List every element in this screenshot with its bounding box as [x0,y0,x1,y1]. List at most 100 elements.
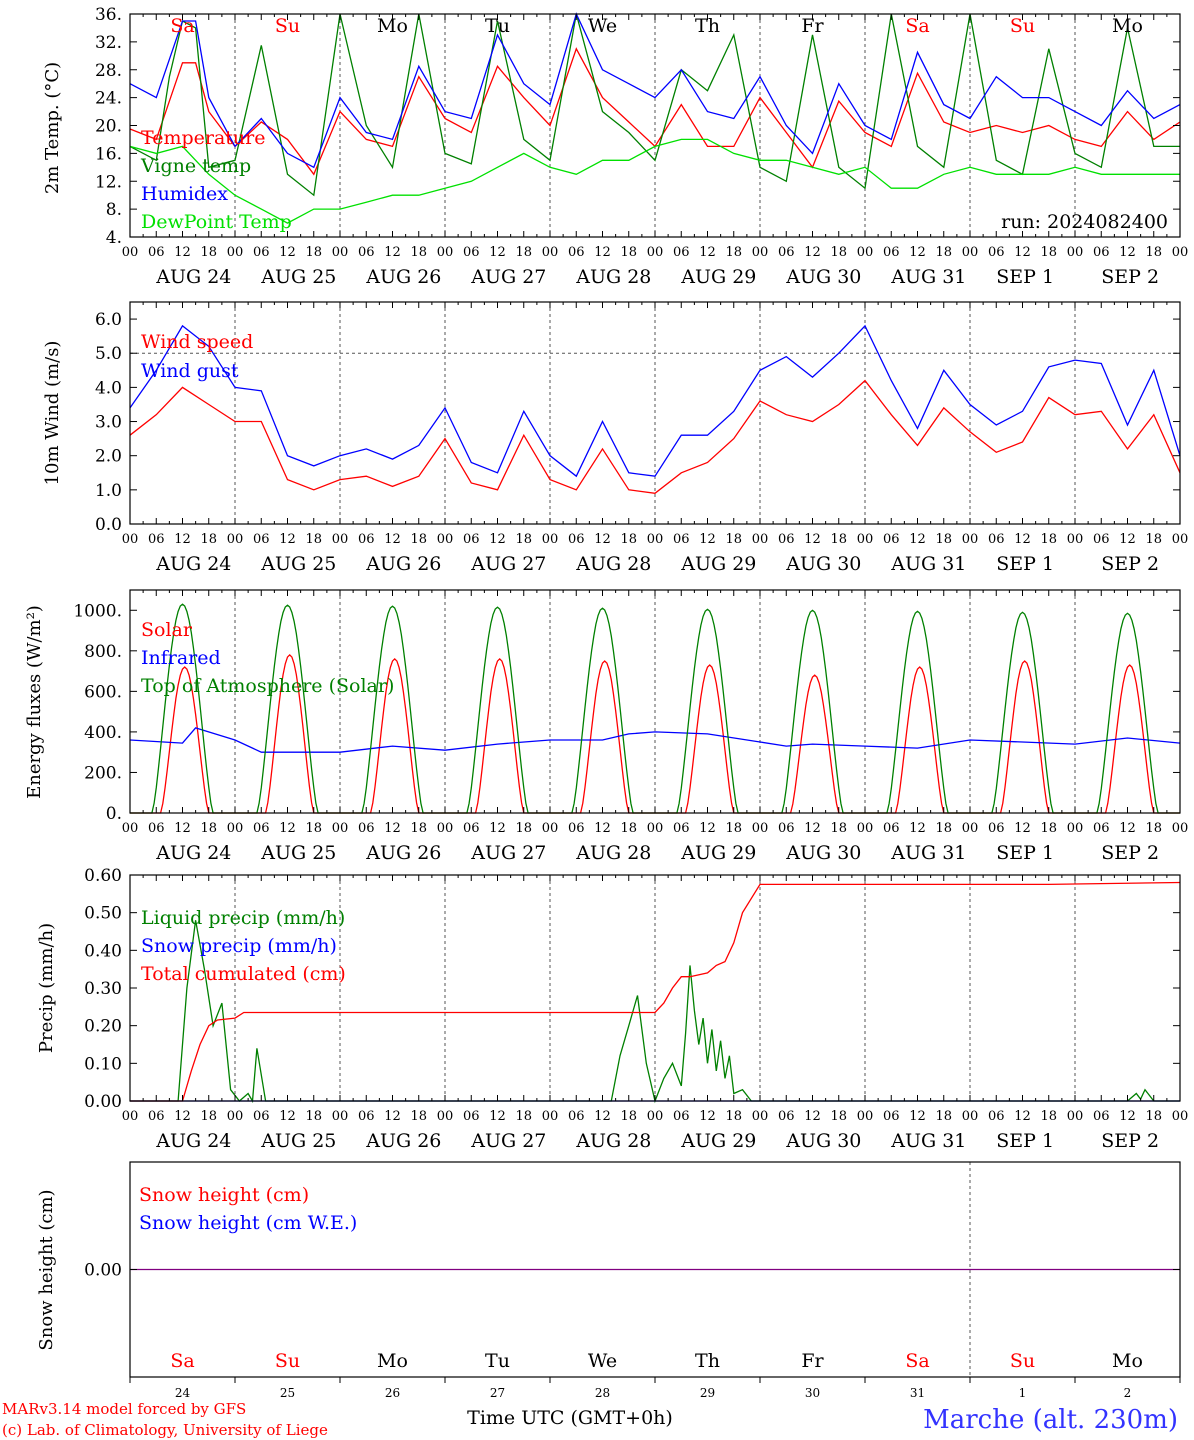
y-tick-label: 0.10 [84,1054,122,1074]
y-tick-label: 0.30 [84,979,122,999]
weekday-label: Tu [485,15,510,37]
weekday-label: Sa [905,15,929,37]
y-tick-label: 24. [95,89,122,109]
hour-tick-label: 06 [1093,821,1110,836]
hour-tick-label: 12 [1119,532,1136,547]
hour-tick-label: 12 [489,532,506,547]
hour-tick-label: 00 [857,1109,874,1124]
date-label: AUG 28 [575,1130,651,1152]
weekday-label: Mo [1112,1350,1143,1372]
hour-tick-label: 12 [279,1109,296,1124]
hour-tick-label: 06 [148,1109,165,1124]
hour-tick-label: 18 [1040,821,1057,836]
date-label: SEP 2 [1101,266,1159,288]
hour-tick-label: 00 [227,532,244,547]
hour-tick-label: 06 [883,532,900,547]
date-label: SEP 2 [1101,842,1159,864]
hour-tick-label: 12 [909,821,926,836]
hour-tick-label: 00 [1067,1109,1084,1124]
hour-tick-label: 06 [988,1109,1005,1124]
hour-tick-label: 06 [253,821,270,836]
hour-tick-label: 00 [122,821,139,836]
hour-tick-label: 18 [200,821,217,836]
hour-tick-label: 00 [752,821,769,836]
y-tick-label: 0.40 [84,941,122,961]
y-tick-label: 200. [84,763,122,783]
day-number-label: 31 [910,1386,925,1400]
hour-tick-label: 12 [1014,532,1031,547]
hour-tick-label: 06 [1093,1109,1110,1124]
hour-tick-label: 06 [778,245,795,260]
date-label: AUG 31 [890,553,966,575]
hour-tick-label: 00 [542,245,559,260]
weekday-label: Mo [377,1350,408,1372]
weekday-label: Sa [170,15,194,37]
legend-entry: Liquid precip (mm/h) [141,907,345,929]
hour-tick-label: 18 [620,245,637,260]
weekday-label: Fr [801,1350,824,1372]
hour-tick-label: 00 [1172,821,1189,836]
legend-entry: Snow height (cm) [139,1184,309,1206]
hour-tick-label: 12 [909,532,926,547]
hour-tick-label: 18 [725,245,742,260]
hour-tick-label: 00 [962,1109,979,1124]
hour-tick-label: 18 [200,245,217,260]
hour-tick-label: 18 [1145,245,1162,260]
y-tick-label: 0.50 [84,904,122,924]
hour-tick-label: 00 [1172,245,1189,260]
hour-tick-label: 06 [778,532,795,547]
date-label: AUG 27 [470,553,546,575]
legend-entry: Temperature [141,127,265,149]
y-tick-label: 4. [106,228,122,248]
hour-tick-label: 12 [489,821,506,836]
legend-entry: Top of Atmosphere (Solar) [141,675,394,697]
hour-tick-label: 06 [358,821,375,836]
legend-entry: Vigne temp [140,155,251,177]
hour-tick-label: 00 [122,245,139,260]
hour-tick-label: 18 [515,532,532,547]
series-line [129,379,1181,494]
hour-tick-label: 06 [568,532,585,547]
hour-tick-label: 12 [699,532,716,547]
hour-tick-label: 12 [699,1109,716,1124]
y-tick-label: 800. [84,642,122,662]
hour-tick-label: 06 [883,245,900,260]
hour-tick-label: 18 [935,245,952,260]
date-label: AUG 29 [680,1130,756,1152]
hour-tick-label: 18 [935,532,952,547]
legend-entry: Snow height (cm W.E.) [139,1212,357,1234]
weekday-label: Fr [801,15,824,37]
date-label: AUG 24 [155,553,231,575]
day-number-label: 25 [280,1386,295,1400]
hour-tick-label: 18 [410,245,427,260]
hour-tick-label: 18 [620,821,637,836]
hour-tick-label: 00 [647,821,664,836]
hour-tick-label: 18 [1145,532,1162,547]
hour-tick-label: 06 [568,1109,585,1124]
series-line [129,324,1181,478]
y-tick-label: 1000. [73,601,122,621]
hour-tick-label: 06 [673,821,690,836]
date-label: AUG 30 [785,553,861,575]
panel-frame [129,13,1181,238]
date-label: SEP 1 [996,842,1054,864]
date-label: AUG 27 [470,266,546,288]
hour-tick-label: 12 [174,245,191,260]
date-label: SEP 1 [996,266,1054,288]
hour-tick-label: 00 [1067,821,1084,836]
y-tick-label: 1.0 [95,481,122,501]
hour-tick-label: 12 [594,1109,611,1124]
hour-tick-label: 18 [830,1109,847,1124]
series-line [129,727,1181,753]
hour-tick-label: 12 [384,1109,401,1124]
hour-tick-label: 00 [1172,1109,1189,1124]
date-label: AUG 29 [680,553,756,575]
hour-tick-label: 12 [489,1109,506,1124]
y-tick-label: 0.0 [95,515,122,535]
hour-tick-label: 18 [305,1109,322,1124]
hour-tick-label: 06 [1093,245,1110,260]
series-line [130,881,1181,1102]
hour-tick-label: 00 [227,1109,244,1124]
hour-tick-label: 00 [542,821,559,836]
y-tick-label: 4.0 [95,378,122,398]
